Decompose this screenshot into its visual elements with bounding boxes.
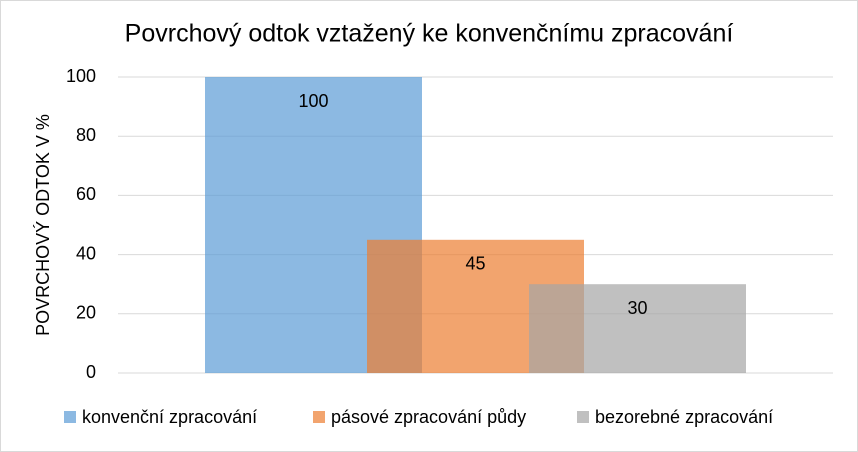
y-axis-label: POVRCHOVÝ ODTOK V % bbox=[33, 114, 53, 336]
legend-swatch bbox=[577, 411, 589, 423]
legend-swatch bbox=[64, 411, 76, 423]
y-tick-label: 0 bbox=[86, 362, 96, 382]
data-label: 100 bbox=[298, 91, 328, 111]
y-tick-label: 100 bbox=[66, 66, 96, 86]
y-tick-label: 60 bbox=[76, 184, 96, 204]
bar bbox=[529, 284, 746, 373]
y-tick-label: 80 bbox=[76, 125, 96, 145]
legend-swatch bbox=[313, 411, 325, 423]
y-tick-label: 20 bbox=[76, 303, 96, 323]
legend-label: konvenční zpracování bbox=[82, 407, 257, 427]
data-label: 30 bbox=[627, 298, 647, 318]
legend-label: pásové zpracování půdy bbox=[331, 407, 526, 427]
chart-title: Povrchový odtok vztažený ke konvenčnímu … bbox=[125, 20, 734, 48]
y-tick-label: 40 bbox=[76, 243, 96, 263]
data-label: 45 bbox=[465, 254, 485, 274]
legend-label: bezorebné zpracování bbox=[595, 407, 773, 427]
